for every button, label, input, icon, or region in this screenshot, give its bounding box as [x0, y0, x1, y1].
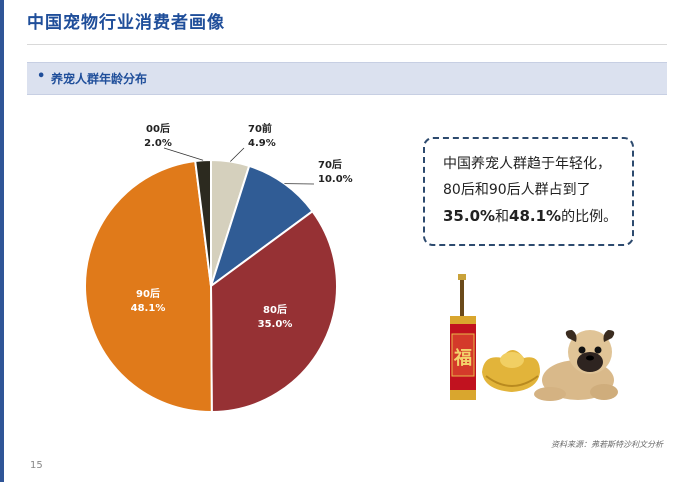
slice-label-90后: 90后 [136, 287, 160, 300]
summary-callout: 中国养宠人群趋于年轻化， 80后和90后人群占到了 35.0%和48.1%的比例… [423, 137, 634, 246]
callout-line-2: 80后和90后人群占到了 [443, 182, 591, 198]
pie-slice-80后 [209, 209, 338, 414]
callout-tail: 的比例。 [561, 209, 618, 225]
age-distribution-pie-chart: 70前 4.9% 70后 10.0% 80后 35.0% 90后 48.1% 00后 2.0% [84, 122, 353, 414]
slice-label-00后: 00后 [146, 122, 170, 135]
section-bullet: • [37, 69, 46, 84]
section-label: 养宠人群年龄分布 [51, 72, 148, 86]
page-number: 15 [30, 460, 43, 471]
leader-line-00后 [163, 147, 204, 161]
callout-line-3: 35.0%和48.1%的比例。 [443, 203, 626, 230]
pie-slice-70后 [209, 164, 314, 289]
callout-value-80s: 35.0% [443, 207, 496, 225]
left-accent-rule [0, 0, 4, 482]
slice-value-80后: 35.0% [258, 319, 293, 330]
fu-character: 福 [453, 347, 472, 369]
source-note: 资料来源：弗若斯特沙利文分析 [551, 440, 663, 449]
gold-ingot-icon [482, 350, 540, 392]
section-header: • 养宠人群年龄分布 [27, 62, 667, 95]
pug-dog-icon [534, 330, 618, 401]
slice-label-70后: 70后 [318, 158, 342, 171]
callout-line-1: 中国养宠人群趋于年轻化， [443, 156, 611, 172]
callout-and: 和 [495, 209, 510, 225]
slice-label-80后: 80后 [263, 303, 287, 316]
slice-value-70前: 4.9% [248, 138, 276, 149]
slice-value-90后: 48.1% [131, 303, 166, 314]
title-divider [27, 44, 667, 45]
slice-label-70前: 70前 [248, 122, 272, 135]
new-year-pug-illustration: 福 [450, 274, 618, 401]
pie-slice-90后 [84, 159, 213, 413]
leader-line-70前 [230, 147, 245, 162]
firecracker-icon: 福 [450, 274, 476, 400]
slice-value-70后: 10.0% [318, 174, 353, 185]
callout-value-90s: 48.1% [509, 207, 562, 225]
slice-value-00后: 2.0% [144, 138, 172, 149]
page-title: 中国宠物行业消费者画像 [27, 13, 225, 33]
